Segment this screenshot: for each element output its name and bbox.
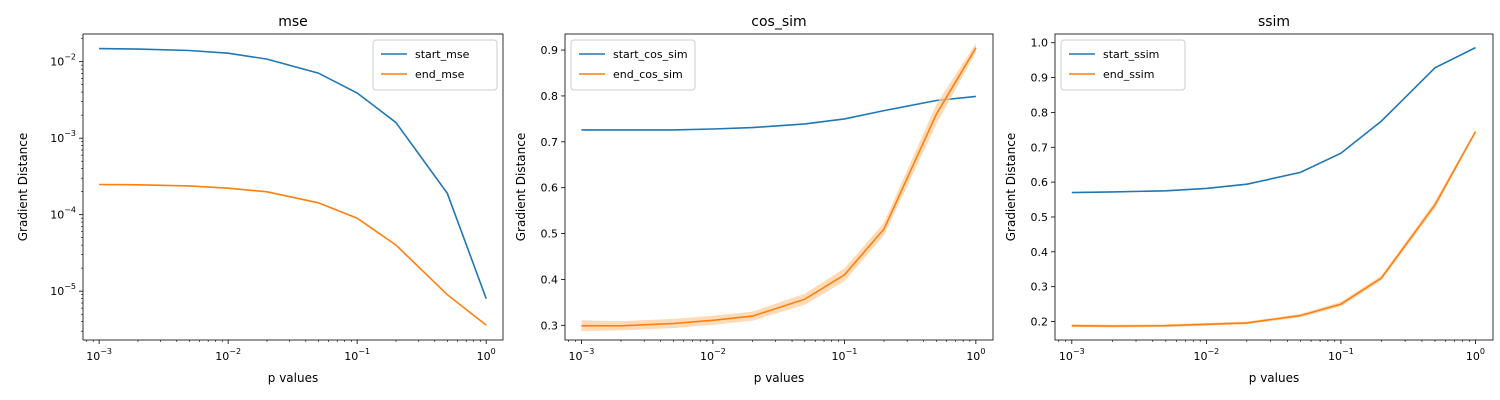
y-tick-label: 0.2 bbox=[1031, 316, 1049, 329]
x-tick-label: 10−3 bbox=[86, 347, 112, 363]
subplot-cos-sim: cos_sim 10−3 10−2 10−1 100 0.3 0.4 0.5 0.6 0.7 0.8… bbox=[514, 14, 994, 385]
x-tick-label: 10−1 bbox=[831, 347, 857, 363]
plot-area bbox=[99, 47, 487, 326]
legend-entry: end_ssim bbox=[1103, 68, 1154, 81]
series-line-end-cos-sim bbox=[581, 47, 977, 327]
chart-title: cos_sim bbox=[751, 14, 806, 30]
y-tick-label: 10−4 bbox=[50, 206, 76, 222]
x-axis-label: p values bbox=[1249, 371, 1299, 385]
y-tick-label: 0.3 bbox=[541, 319, 559, 332]
x-tick-label: 10−1 bbox=[1328, 347, 1354, 363]
subplot-ssim: ssim 10−3 10−2 10−1 100 0.2 0.3 0.4 0.5 0.6 0.7 0.8… bbox=[1004, 14, 1494, 385]
x-tick-label: 10−1 bbox=[344, 347, 370, 363]
legend-entry: end_mse bbox=[415, 68, 465, 81]
y-tick-label: 0.9 bbox=[541, 44, 559, 57]
y-tick-label: 0.4 bbox=[541, 273, 559, 286]
series-line-start-cos-sim bbox=[581, 95, 976, 131]
y-tick-label: 1.0 bbox=[1031, 37, 1049, 50]
y-tick-label: 0.5 bbox=[541, 228, 559, 241]
legend-entry: start_ssim bbox=[1103, 48, 1159, 61]
confidence-band bbox=[1071, 129, 1476, 328]
y-tick-label: 0.8 bbox=[1031, 106, 1049, 119]
y-tick-label: 0.7 bbox=[1031, 141, 1049, 154]
legend: start_cos_sim end_cos_sim bbox=[570, 39, 696, 91]
y-tick-label: 0.3 bbox=[1031, 281, 1049, 294]
y-tick-label: 0.5 bbox=[1031, 211, 1049, 224]
legend-box bbox=[570, 39, 696, 91]
y-tick-label: 10−2 bbox=[50, 53, 76, 69]
legend-box bbox=[1060, 39, 1186, 91]
x-tick-label: 10−2 bbox=[1193, 347, 1219, 363]
legend: start_mse end_mse bbox=[372, 39, 498, 91]
series-line-start-ssim bbox=[1071, 46, 1476, 194]
plot-area bbox=[581, 43, 977, 332]
y-tick-label: 0.9 bbox=[1031, 72, 1049, 85]
legend-entry: start_mse bbox=[415, 48, 470, 61]
series-line-end-mse bbox=[99, 183, 487, 326]
x-tick-label: 10−2 bbox=[215, 347, 241, 363]
y-tick-label: 0.6 bbox=[1031, 176, 1049, 189]
x-tick-label: 100 bbox=[966, 347, 985, 363]
series-line-end-ssim bbox=[1071, 131, 1477, 327]
y-tick-label: 0.6 bbox=[541, 182, 559, 195]
axes-frame bbox=[1054, 33, 1494, 341]
legend-box bbox=[372, 39, 498, 91]
x-tick-label: 10−3 bbox=[569, 347, 595, 363]
series-line-start-mse bbox=[99, 47, 487, 299]
x-axis-label: p values bbox=[268, 371, 318, 385]
legend-entry: start_cos_sim bbox=[613, 48, 688, 61]
x-tick-label: 10−3 bbox=[1059, 347, 1085, 363]
y-axis-label: Gradient Distance bbox=[16, 133, 30, 242]
y-tick-label: 10−5 bbox=[50, 282, 76, 298]
y-tick-label: 0.4 bbox=[1031, 246, 1049, 259]
y-axis-label: Gradient Distance bbox=[514, 133, 528, 242]
y-tick-label: 0.8 bbox=[541, 90, 559, 103]
axes-frame bbox=[564, 33, 994, 341]
x-tick-label: 10−2 bbox=[700, 347, 726, 363]
y-tick-label: 0.7 bbox=[541, 136, 559, 149]
subplot-mse: mse 10−3 10−2 10−1 100 10−5 10−4 10−3 10−2 p valu… bbox=[16, 14, 504, 385]
axes-frame bbox=[82, 33, 504, 341]
legend-entry: end_cos_sim bbox=[613, 68, 683, 81]
y-tick-label: 10−3 bbox=[50, 129, 76, 145]
chart-title: ssim bbox=[1258, 14, 1290, 30]
x-tick-label: 100 bbox=[1466, 347, 1485, 363]
y-axis-label: Gradient Distance bbox=[1004, 133, 1018, 242]
legend: start_ssim end_ssim bbox=[1060, 39, 1186, 91]
x-tick-label: 100 bbox=[477, 347, 496, 363]
x-axis-label: p values bbox=[754, 371, 804, 385]
plot-area bbox=[1071, 46, 1477, 328]
chart-title: mse bbox=[278, 14, 308, 30]
